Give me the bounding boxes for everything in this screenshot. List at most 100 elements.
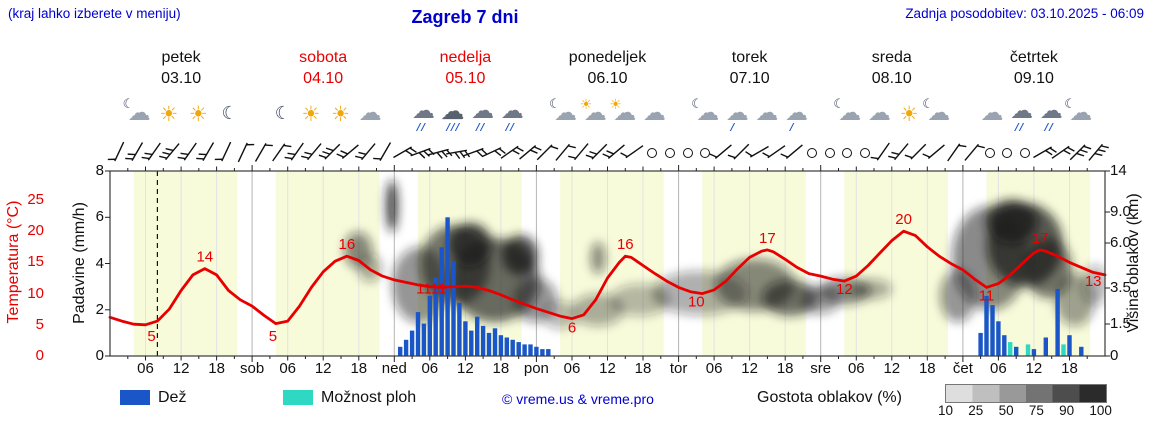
- svg-text:6: 6: [568, 320, 576, 337]
- wind-barb-icon: [963, 139, 985, 165]
- wind-barb-icon: [922, 139, 946, 165]
- cloud-icon: ☁: [642, 100, 666, 126]
- sun-icon: ☀: [331, 102, 350, 126]
- sun-icon: ☀: [188, 102, 208, 126]
- svg-text:5: 5: [269, 328, 277, 345]
- heavy-rain-icon: ☁///: [440, 97, 465, 133]
- svg-text:11: 11: [416, 280, 432, 297]
- cloud-tick-9.0: 9.0: [1110, 203, 1131, 220]
- wind-barb-icon: [1087, 139, 1110, 165]
- svg-text:11: 11: [431, 280, 447, 297]
- day-header-sobota: sobota 04.10: [299, 47, 347, 89]
- day-date: 05.10: [445, 70, 486, 87]
- calm-wind-icon: [806, 148, 817, 158]
- time-label: 12: [172, 360, 190, 377]
- sun-cloud-icon: ☀ ☁: [579, 97, 607, 126]
- time-label: 18: [918, 360, 936, 377]
- day-abbrev-tor: tor: [669, 360, 688, 377]
- wind-barb-icon: [270, 139, 292, 165]
- calm-wind-icon: [700, 148, 711, 158]
- day-date: 03.10: [161, 70, 202, 87]
- day-header-ponedeljek: ponedeljek 06.10: [569, 47, 646, 89]
- time-label: 18: [350, 360, 368, 377]
- wind-barb-icon: [373, 139, 394, 165]
- calm-wind-icon: [860, 148, 871, 158]
- time-label: 12: [883, 360, 901, 377]
- wind-barb-icon: [318, 139, 341, 165]
- temp-tick-5: 5: [35, 315, 44, 333]
- cloud-icon: ☁: [755, 100, 779, 126]
- svg-text:5: 5: [147, 328, 155, 345]
- wind-barb-icon: [214, 139, 235, 165]
- cloud-icon: ☁: [980, 100, 1004, 126]
- density-tick-50: 50: [998, 403, 1014, 418]
- cloud-tick-3.5: 3.5: [1110, 279, 1131, 296]
- time-label: 12: [1025, 360, 1043, 377]
- wind-barb-icon: [887, 139, 910, 165]
- time-label: 12: [741, 360, 758, 377]
- wind-barb-icon: [744, 139, 769, 165]
- day-name: petek: [161, 49, 201, 66]
- precip-tick-6: 6: [95, 208, 104, 226]
- calm-wind-icon: [664, 148, 675, 158]
- time-label: 18: [208, 360, 225, 377]
- wind-barb-icon: [602, 139, 626, 165]
- day-name: ponedeljek: [568, 49, 647, 66]
- wind-barb-icon: [585, 139, 608, 165]
- temp-tick-15: 15: [27, 253, 44, 271]
- cloud-density-label: Gostota oblakov (%): [757, 389, 902, 406]
- day-name: sreda: [871, 49, 912, 66]
- wind-barb-icon: [567, 139, 590, 165]
- temp-tick-10: 10: [27, 284, 44, 302]
- day-header-torek: torek 07.10: [730, 47, 770, 89]
- wind-barb-icon: [780, 139, 803, 165]
- time-label: 06: [705, 360, 723, 377]
- sun-icon: ☀: [301, 102, 321, 126]
- wind-barb-icon: [945, 139, 967, 165]
- time-label: 18: [492, 360, 510, 377]
- wind-barb-icon: [518, 139, 542, 165]
- wind-barb-icon: [709, 139, 732, 165]
- time-label: 06: [563, 360, 581, 377]
- moon-cloud-icon: ☾ ☁: [549, 97, 577, 126]
- showers-legend-label: Možnost ploh: [321, 389, 417, 406]
- temp-tick-25: 25: [27, 191, 44, 208]
- wind-barb-icon: [463, 139, 488, 165]
- wind-barb-icon: [870, 139, 892, 165]
- cloud-rain-icon: ☁ /: [725, 100, 749, 133]
- density-tick-90: 90: [1059, 403, 1075, 418]
- precip-tick-4: 4: [95, 254, 104, 272]
- day-date: 08.10: [871, 70, 912, 87]
- calm-wind-icon: [984, 148, 995, 158]
- wind-barb-icon: [905, 139, 927, 165]
- credit-link[interactable]: © vreme.us & vreme.pro: [502, 391, 654, 407]
- showers-legend-swatch: [283, 390, 313, 405]
- cloud-tick-14: 14: [1110, 162, 1127, 179]
- cloud-rain-icon: ☁ /: [785, 100, 808, 133]
- cloud-tick-0: 0: [1110, 347, 1119, 364]
- menu-hint: (kraj lahko izberete v meniju): [8, 6, 181, 21]
- day-header-petek: petek 03.10: [161, 47, 201, 89]
- cloud-icon: ☁: [358, 100, 382, 126]
- cloud-tick-6.0: 6.0: [1110, 234, 1131, 251]
- rain-legend-swatch: [120, 390, 150, 405]
- sun-icon: ☀: [159, 102, 179, 126]
- svg-text:20: 20: [895, 211, 912, 228]
- density-tick-25: 25: [968, 403, 984, 418]
- wind-barb-icon: [159, 139, 181, 165]
- calm-wind-icon: [842, 148, 853, 158]
- wind-barb-icon: [1051, 139, 1075, 165]
- svg-text:17: 17: [1032, 230, 1049, 247]
- density-ticks: 10 25 50 75 90 100: [938, 403, 1112, 418]
- wind-barb-icon: [762, 139, 786, 165]
- time-label: 12: [457, 360, 474, 377]
- moon-icon: ☾: [221, 103, 238, 124]
- day-date: 07.10: [729, 70, 770, 87]
- precip-tick-2: 2: [95, 300, 104, 318]
- sun-icon: ☀: [899, 102, 919, 126]
- day-name: četrtek: [1009, 49, 1058, 66]
- precip-tick-8: 8: [95, 162, 104, 179]
- time-label: 12: [599, 360, 616, 377]
